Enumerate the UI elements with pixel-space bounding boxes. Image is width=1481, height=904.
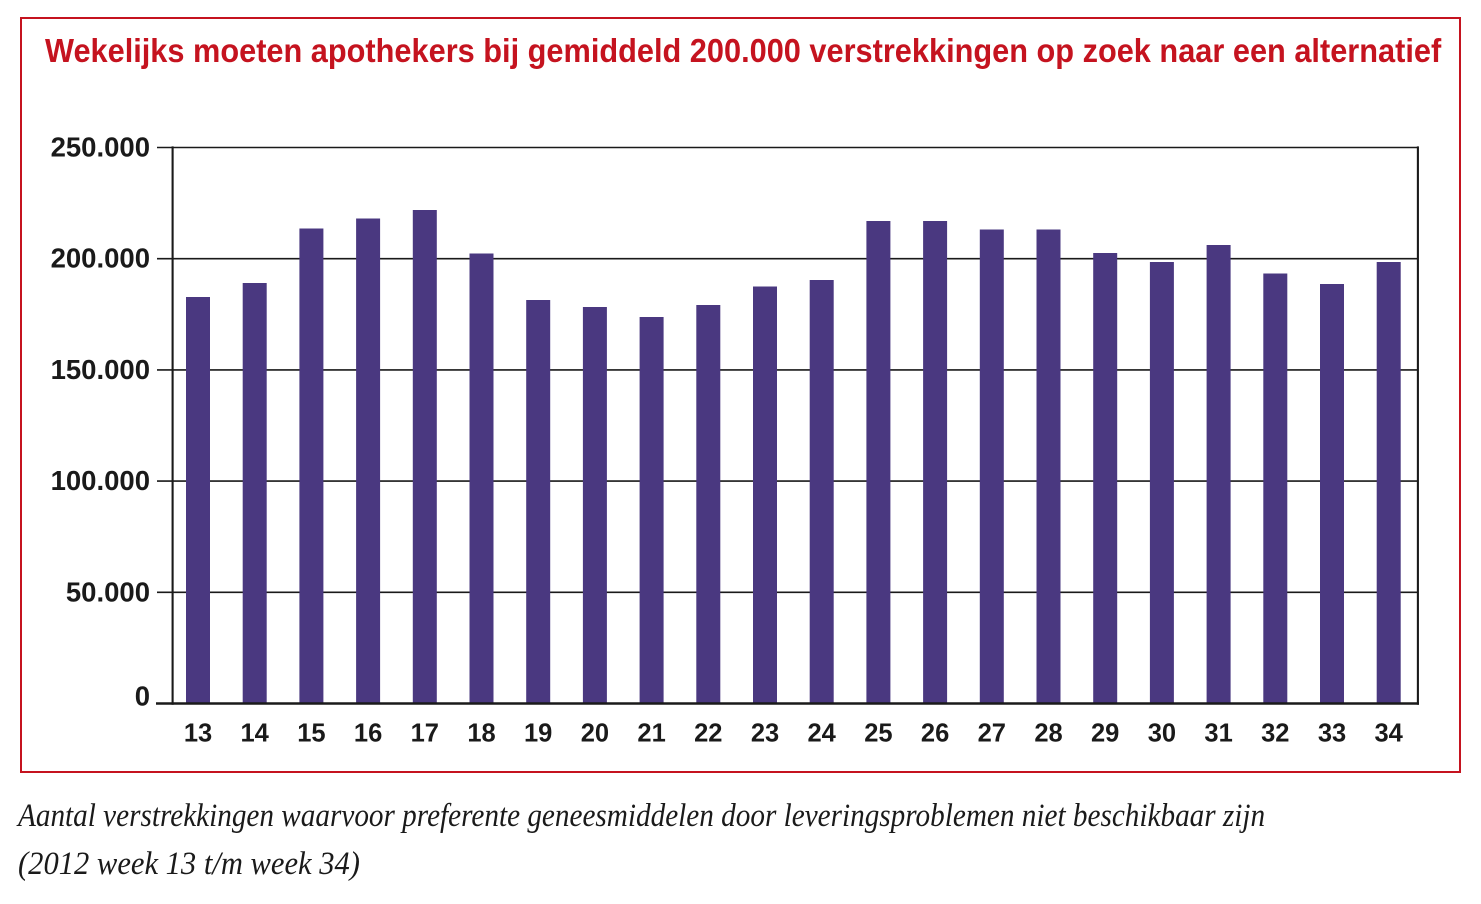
svg-text:26: 26 [921, 720, 949, 748]
svg-text:31: 31 [1204, 720, 1232, 748]
svg-text:29: 29 [1091, 720, 1119, 748]
svg-text:13: 13 [184, 720, 212, 748]
svg-text:23: 23 [751, 720, 779, 748]
svg-text:24: 24 [808, 720, 837, 748]
svg-text:25: 25 [864, 720, 892, 748]
svg-text:17: 17 [411, 720, 439, 748]
svg-text:18: 18 [467, 720, 495, 748]
svg-text:150.000: 150.000 [51, 354, 150, 385]
svg-text:33: 33 [1318, 720, 1346, 748]
svg-text:32: 32 [1261, 720, 1289, 748]
svg-text:34: 34 [1375, 720, 1404, 748]
svg-text:50.000: 50.000 [66, 576, 150, 607]
svg-text:200.000: 200.000 [51, 243, 150, 274]
svg-text:30: 30 [1148, 720, 1176, 748]
svg-text:15: 15 [297, 720, 325, 748]
svg-text:21: 21 [637, 720, 665, 748]
svg-text:20: 20 [581, 720, 609, 748]
svg-text:100.000: 100.000 [51, 465, 150, 496]
svg-text:14: 14 [241, 720, 270, 748]
svg-text:250.000: 250.000 [51, 132, 150, 163]
svg-text:0: 0 [135, 681, 150, 712]
svg-text:19: 19 [524, 720, 552, 748]
svg-text:27: 27 [978, 720, 1006, 748]
svg-text:28: 28 [1034, 720, 1062, 748]
svg-text:16: 16 [354, 720, 382, 748]
svg-text:22: 22 [694, 720, 722, 748]
